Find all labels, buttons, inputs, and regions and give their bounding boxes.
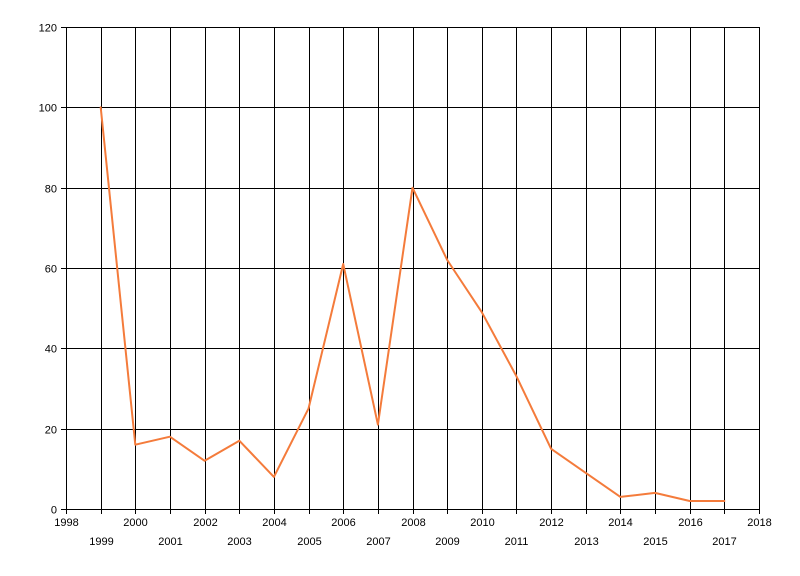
x-tick-label: 2004 <box>262 517 286 529</box>
y-tick-label: 80 <box>45 184 57 196</box>
x-tick-label: 2010 <box>470 517 494 529</box>
x-tick-label: 2013 <box>574 536 598 548</box>
x-tick-label: 2018 <box>747 517 771 529</box>
x-tick-label: 2012 <box>539 517 563 529</box>
x-tick-label: 2015 <box>643 536 667 548</box>
y-tick-label: 60 <box>45 264 57 276</box>
series-line <box>99 106 726 502</box>
x-tick-label: 2009 <box>435 536 459 548</box>
x-tick-label: 2003 <box>227 536 251 548</box>
y-tick-label: 40 <box>45 344 57 356</box>
y-tick-label: 100 <box>39 103 57 115</box>
x-tick-label: 2007 <box>366 536 390 548</box>
x-tick-label: 2001 <box>158 536 182 548</box>
series-layer <box>99 106 726 502</box>
x-tick-label: 2017 <box>712 536 736 548</box>
x-tick-label: 2014 <box>608 517 632 529</box>
y-tick-label: 20 <box>45 425 57 437</box>
y-tick-label: 0 <box>51 505 57 517</box>
axis-layer <box>61 27 760 514</box>
x-tick-label: 2016 <box>678 517 702 529</box>
x-tick-label: 1998 <box>54 517 78 529</box>
y-tick-label: 120 <box>39 23 57 35</box>
x-tick-label: 2008 <box>401 517 425 529</box>
x-tick-label: 2000 <box>123 517 147 529</box>
x-tick-label: 2011 <box>505 536 529 548</box>
x-tick-label: 2005 <box>297 536 321 548</box>
tick-label-layer: 0 20 40 60 80 100 120 1998 1999 2000 2001 2002 2003 2… <box>39 23 772 549</box>
x-tick-label: 1999 <box>89 536 113 548</box>
x-tick-label: 2002 <box>193 517 217 529</box>
x-tick-label: 2006 <box>331 517 355 529</box>
